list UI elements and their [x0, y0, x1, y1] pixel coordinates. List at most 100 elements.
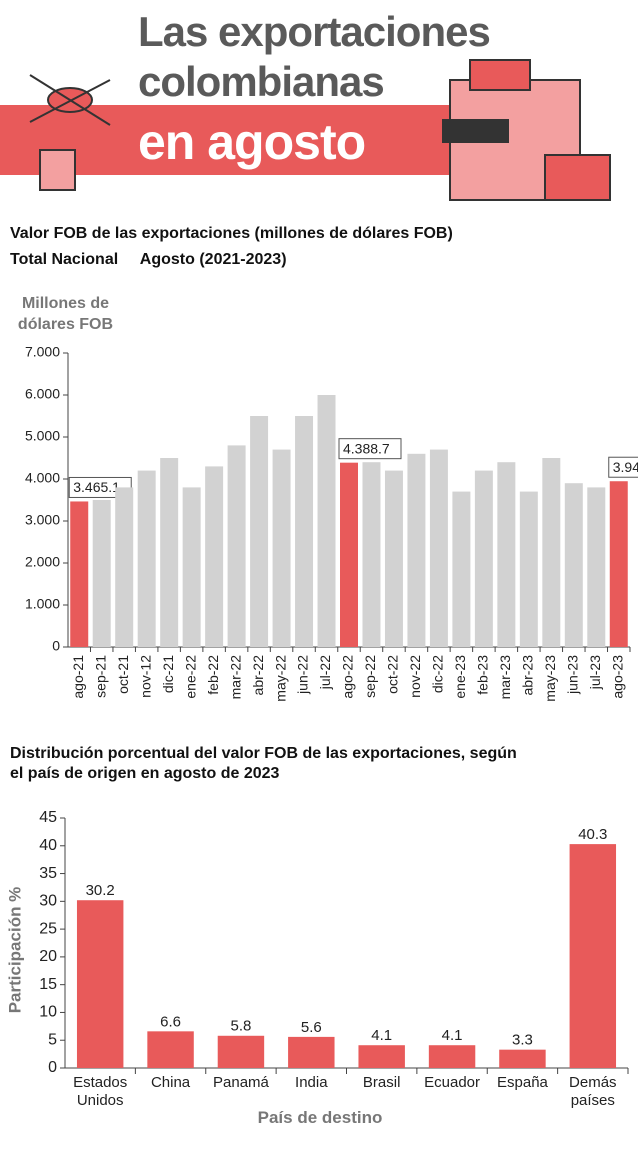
- value-label: 3.3: [512, 1032, 533, 1049]
- bar: [497, 462, 516, 647]
- x-tick-label: oct-22: [385, 655, 401, 694]
- x-tick-label: mar-22: [227, 655, 243, 700]
- bar: [564, 483, 583, 647]
- bar: [609, 481, 628, 647]
- value-label: 3.465.1: [73, 479, 120, 495]
- x-tick-label: abr-23: [520, 655, 536, 696]
- x-tick-label: ago-21: [70, 655, 86, 699]
- bar: [205, 466, 224, 647]
- bar: [92, 500, 111, 647]
- x-tick-label: Panamá: [213, 1074, 269, 1091]
- bar: [542, 458, 561, 647]
- y-tick-label: 4.000: [25, 470, 60, 486]
- y-tick-label: 40: [39, 837, 57, 854]
- label-box: [608, 456, 638, 478]
- bar: [452, 491, 471, 647]
- y-tick-label: 35: [39, 865, 57, 882]
- bar: [147, 1031, 194, 1068]
- title-line: Las exportaciones: [138, 8, 491, 55]
- y-tick-label: 5: [48, 1031, 57, 1048]
- y-tick-label: 20: [39, 948, 57, 965]
- x-tick-label: jun-23: [565, 655, 581, 695]
- bar: [519, 491, 538, 647]
- x-tick-label: may-23: [542, 655, 558, 702]
- value-label: 30.2: [86, 882, 115, 899]
- bar: [317, 395, 336, 647]
- chart-subtitle: Total Nacional Agosto (2021-2023): [10, 251, 287, 268]
- x-tick-label: ago-23: [609, 655, 625, 699]
- x-tick-label: mar-23: [497, 655, 513, 700]
- bar: [272, 449, 291, 647]
- x-tick-label: feb-22: [205, 655, 221, 695]
- x-tick-label: may-22: [272, 655, 288, 702]
- y-tick-label: 6.000: [25, 386, 60, 402]
- value-label: 3.946.9: [613, 459, 638, 475]
- x-tick-label: China: [150, 1074, 191, 1091]
- bar: [362, 462, 381, 647]
- title-line: colombianas: [138, 58, 385, 105]
- title-line: en agosto: [138, 114, 366, 170]
- x-tick-label: jul-22: [317, 655, 333, 690]
- value-label: 4.388.7: [343, 440, 390, 456]
- bar: [182, 487, 201, 647]
- bar: [587, 487, 606, 647]
- bar: [569, 844, 617, 1068]
- bar: [70, 501, 89, 647]
- value-label: 5.6: [301, 1019, 322, 1036]
- x-tick-label: Demás países: [569, 1074, 617, 1109]
- y-tick-label: 45: [39, 809, 57, 826]
- x-tick-label: jun-22: [295, 655, 311, 695]
- x-tick-label: oct-21: [115, 655, 131, 694]
- bar: [407, 453, 426, 647]
- chart-title: Valor FOB de las exportaciones (millones…: [10, 225, 453, 242]
- y-tick-label: 1.000: [25, 596, 60, 612]
- x-tick-label: India: [295, 1074, 328, 1091]
- y-tick-label: 3.000: [25, 512, 60, 528]
- x-tick-label: Ecuador: [424, 1074, 480, 1091]
- y-tick-label: 30: [39, 893, 57, 910]
- x-tick-label: sep-21: [92, 655, 108, 698]
- x-tick-label: Brasil: [362, 1074, 401, 1091]
- y-tick-label: 10: [39, 1004, 57, 1021]
- x-tick-label: ene-22: [182, 655, 198, 699]
- x-tick-label: dic-21: [160, 655, 176, 693]
- y-axis-title: Participación %: [5, 887, 24, 1014]
- bar: [250, 416, 269, 647]
- x-tick-label: dic-22: [430, 655, 446, 693]
- bar: [428, 1045, 476, 1068]
- x-tick-label: jul-23: [587, 655, 603, 690]
- y-tick-label: 7.000: [25, 344, 60, 360]
- bar: [340, 462, 358, 647]
- x-tick-label: ene-23: [452, 655, 468, 699]
- y-tick-label: 0: [48, 1059, 57, 1076]
- label-box: [338, 438, 402, 460]
- value-label: 4.1: [442, 1027, 463, 1044]
- illustrations: [29, 59, 611, 201]
- x-tick-label: abr-22: [250, 655, 266, 696]
- bar: [76, 900, 124, 1068]
- bar: [217, 1035, 265, 1068]
- bar: [115, 487, 134, 647]
- value-label: 4.1: [371, 1027, 392, 1044]
- x-axis-title: País de destino: [257, 1108, 383, 1127]
- x-tick-label: Estados Unidos: [73, 1074, 128, 1109]
- bar: [295, 416, 314, 647]
- bar: [227, 445, 246, 647]
- chart: 0 1.000 2.000 3.000 4.000 5.000 6.000 7.000 ago-…: [25, 344, 638, 702]
- value-label: 40.3: [578, 826, 607, 843]
- x-tick-label: España: [497, 1074, 548, 1091]
- y-tick-label: 15: [39, 976, 57, 993]
- x-tick-label: nov-12: [137, 655, 153, 698]
- bar: [429, 449, 448, 647]
- bar: [160, 458, 179, 647]
- x-tick-label: sep-22: [362, 655, 378, 698]
- chart-title: Distribución porcentual del valor FOB de…: [10, 745, 517, 782]
- y-tick-label: 5.000: [25, 428, 60, 444]
- bar: [137, 470, 156, 647]
- bar: [384, 470, 403, 647]
- bar: [474, 470, 493, 647]
- y-tick-label: 0: [52, 638, 60, 654]
- x-tick-label: ago-22: [340, 655, 356, 699]
